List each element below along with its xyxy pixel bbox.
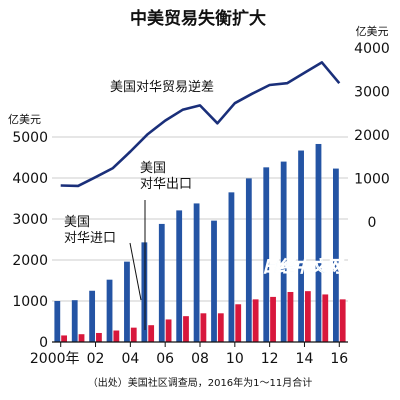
watermark: 日经中文网 <box>262 257 345 276</box>
bar-export <box>339 299 346 342</box>
left-axis-unit: 亿美元 <box>8 113 41 126</box>
right-tick-label: 1000 <box>354 172 390 188</box>
x-tick-label: 16 <box>330 351 348 367</box>
bar-import <box>298 150 304 342</box>
bar-import <box>245 178 252 342</box>
bar-export <box>270 296 276 342</box>
bar-import <box>193 203 200 342</box>
bar-series <box>54 143 346 342</box>
bar-export <box>200 313 207 342</box>
axes: 0 1000 2000 3000 4000 5000 0 1000 2000 3000 4000 20… <box>12 41 389 367</box>
bar-import <box>54 301 61 342</box>
bar-export <box>217 313 224 342</box>
x-tick-label: 06 <box>156 351 174 367</box>
bar-import <box>228 192 235 342</box>
bar-export <box>252 299 259 342</box>
label-export: 美国对华出口 <box>140 161 192 192</box>
right-axis-unit: 亿美元 <box>356 25 389 38</box>
bar-export <box>61 335 68 342</box>
label-deficit: 美国对华贸易逆差 <box>110 79 214 95</box>
bar-export <box>130 327 137 342</box>
bar-import <box>211 220 217 342</box>
bar-export <box>183 316 189 342</box>
bar-export <box>78 334 85 342</box>
x-tick-label: 04 <box>121 351 139 367</box>
x-tick-label: 08 <box>191 351 209 367</box>
x-tick-label: 12 <box>261 351 279 367</box>
label-import: 美国对华进口 <box>64 215 116 246</box>
left-tick-label: 3000 <box>12 212 48 228</box>
bar-export <box>96 332 102 342</box>
line-series <box>60 61 341 188</box>
left-tick-label: 1000 <box>12 294 48 310</box>
bar-import <box>332 168 339 342</box>
bar-import <box>106 279 113 342</box>
right-tick-label: 2000 <box>354 128 390 144</box>
chart-title: 中美贸易失衡扩大 <box>130 8 266 29</box>
left-tick-label: 0 <box>39 335 48 351</box>
bar-import <box>315 143 322 342</box>
x-tick-label: 02 <box>87 351 105 367</box>
left-tick-label: 2000 <box>12 253 48 269</box>
deficit-line <box>60 61 341 188</box>
right-tick-label: 3000 <box>354 85 390 101</box>
bar-import <box>124 261 130 342</box>
left-tick-label: 4000 <box>12 171 48 187</box>
bar-export <box>165 319 172 342</box>
bar-import <box>89 290 96 342</box>
bar-export <box>322 294 329 342</box>
right-tick-label: 4000 <box>354 41 390 57</box>
right-tick-label: 0 <box>368 215 377 231</box>
bar-export <box>113 330 120 342</box>
bar-import <box>280 161 287 342</box>
bar-export <box>304 291 311 342</box>
bar-export <box>235 304 242 342</box>
bar-import <box>141 242 148 342</box>
source-note: （出处）美国社区调查局，2016年为1～11月合计 <box>88 376 313 389</box>
callout-line <box>129 242 142 301</box>
bar-import <box>71 300 78 342</box>
left-tick-label: 5000 <box>12 130 48 146</box>
bar-import <box>176 210 183 342</box>
bar-import <box>263 167 270 342</box>
x-tick-label: 2000年 <box>30 351 80 367</box>
x-tick-label: 10 <box>226 351 244 367</box>
bar-export <box>148 325 155 342</box>
bar-import <box>158 223 165 342</box>
x-tick-label: 14 <box>296 351 314 367</box>
bar-export <box>287 291 294 342</box>
